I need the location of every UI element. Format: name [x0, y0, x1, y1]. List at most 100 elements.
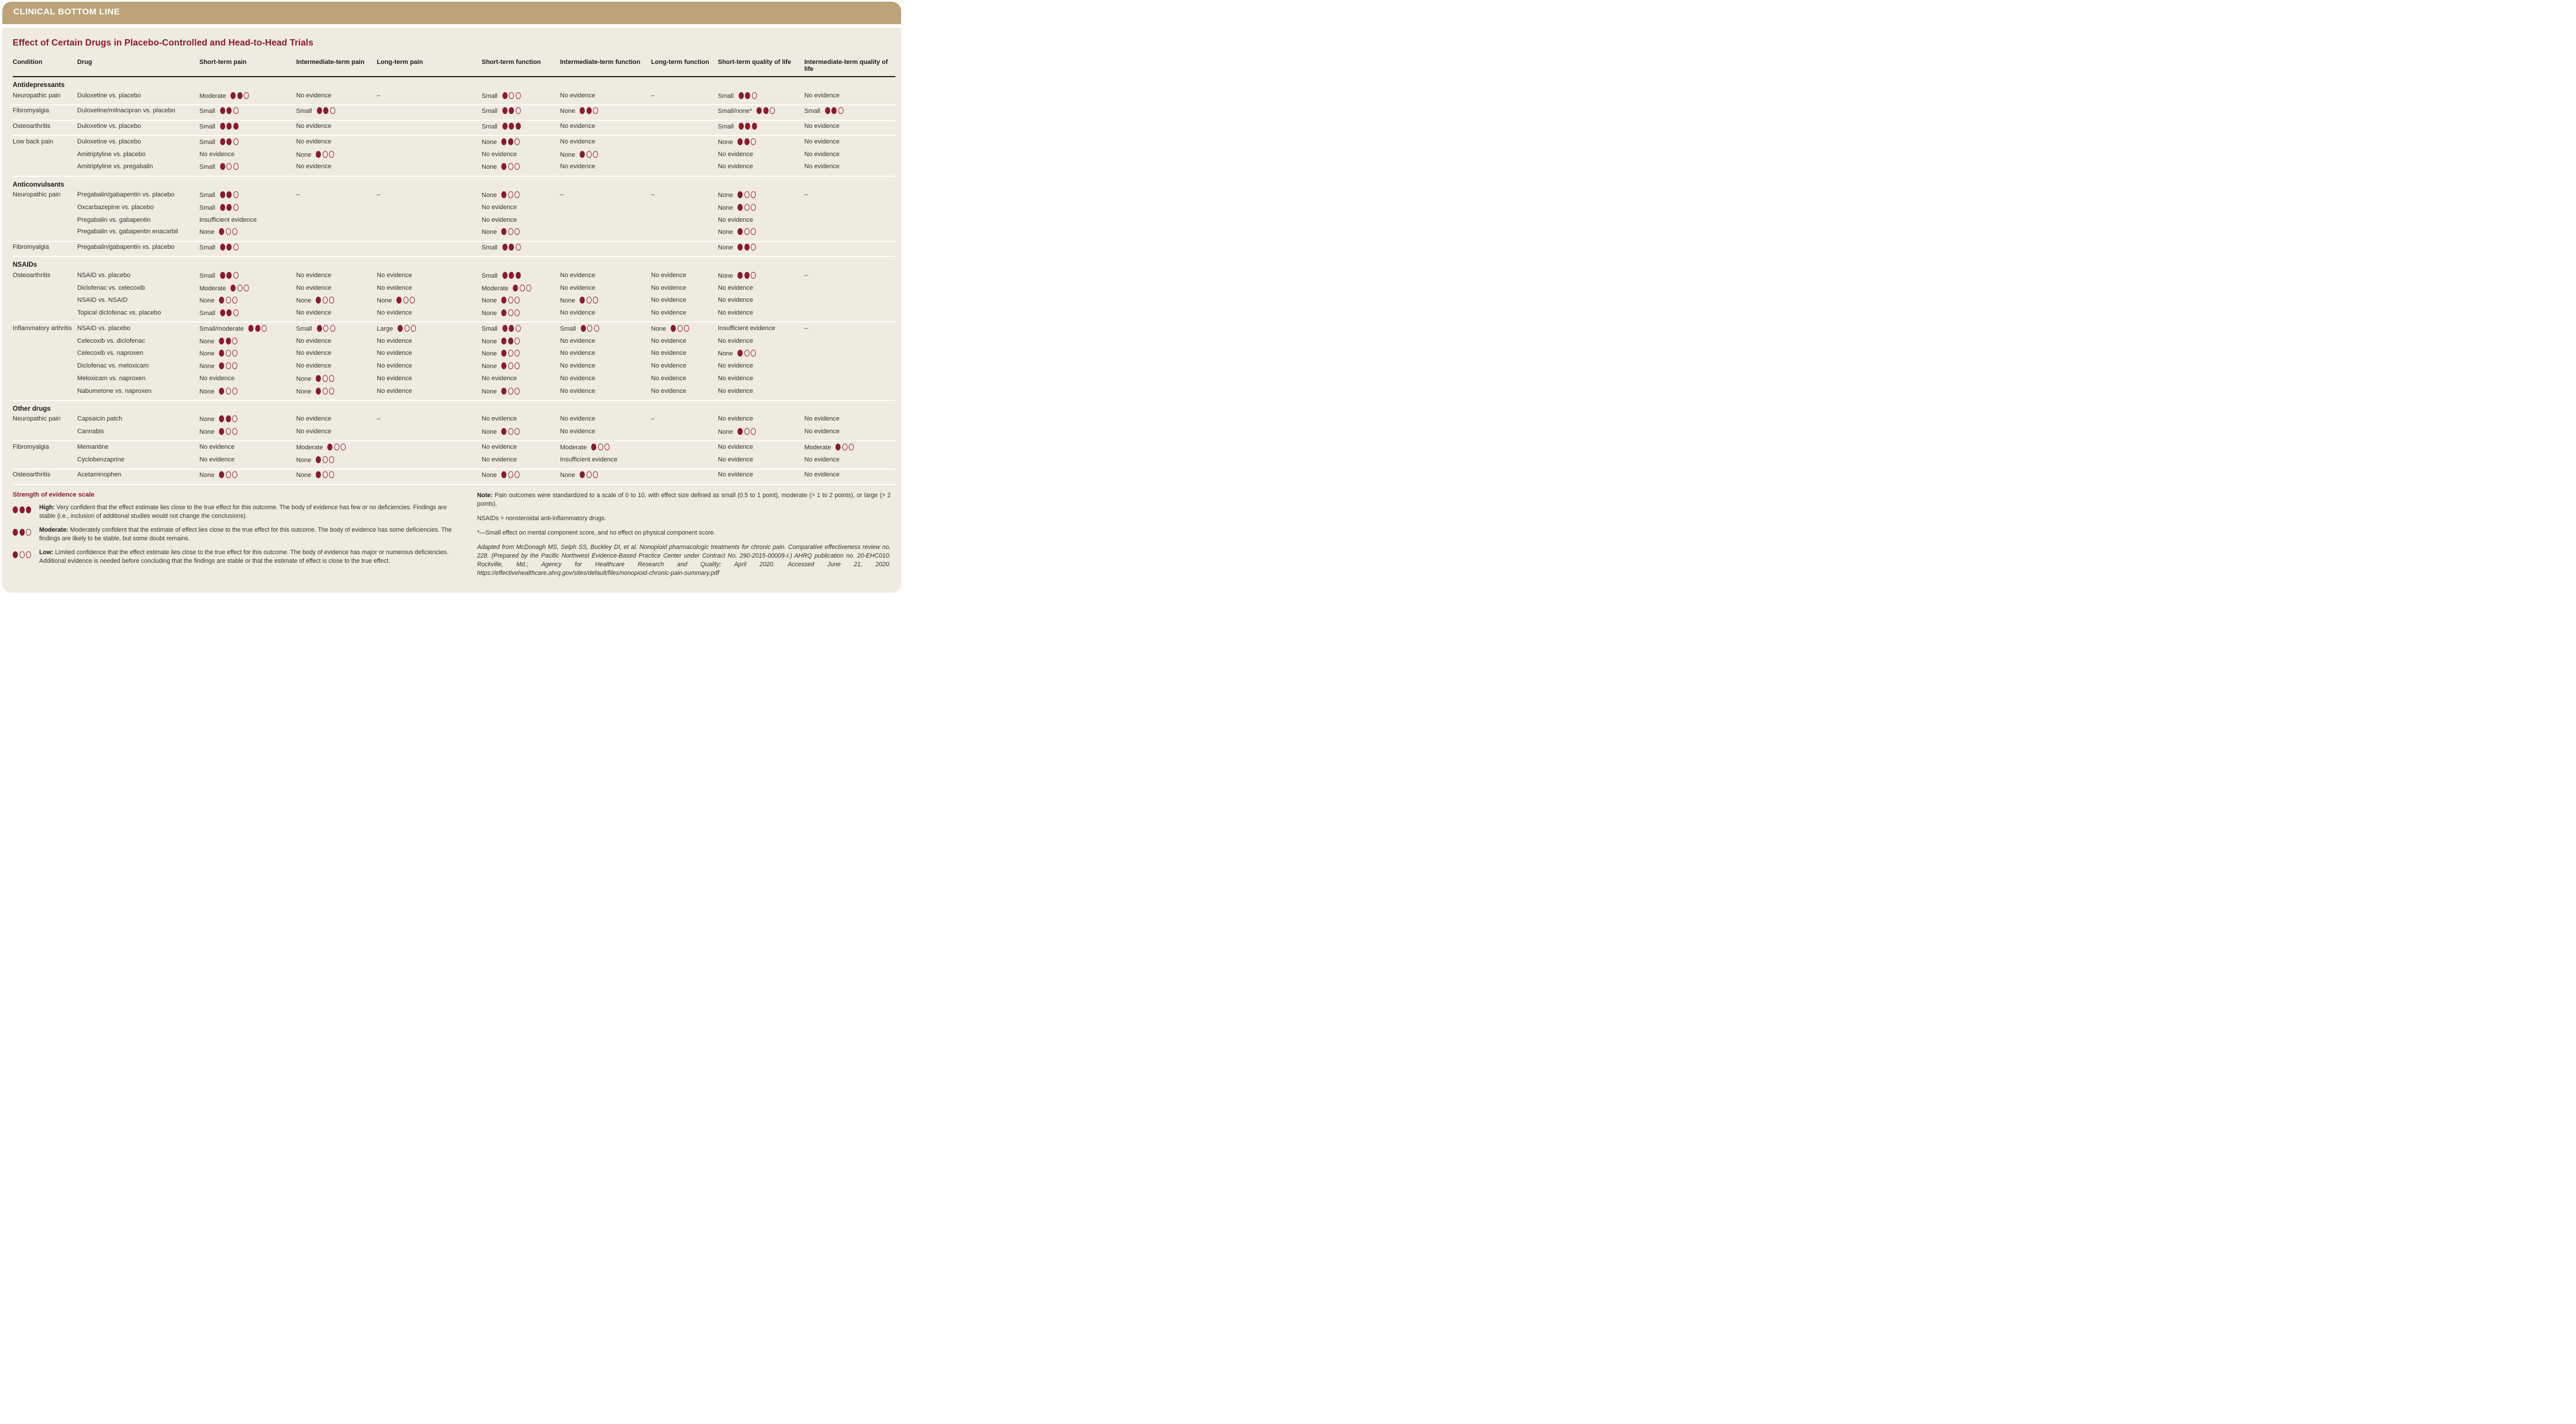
cell-outcome	[651, 426, 718, 442]
table-row: Diclofenac vs. meloxicam None No evidence N…	[13, 361, 895, 373]
cell-outcome: No evidence	[560, 90, 651, 105]
cell-condition: Osteoarthritis	[13, 468, 77, 485]
page-title: Effect of Certain Drugs in Placebo-Contr…	[13, 38, 313, 48]
cell-outcome: No evidence	[718, 161, 804, 177]
outcome-label: No evidence	[804, 163, 840, 171]
filled-dot-icon	[744, 271, 750, 279]
evidence-dots	[13, 506, 31, 513]
outcome-label: None	[296, 472, 312, 479]
filled-dot-icon	[671, 324, 676, 332]
filled-dot-icon	[219, 471, 225, 479]
outcome-label: No evidence	[718, 443, 754, 450]
cell-outcome: No evidence	[651, 361, 718, 373]
filled-dot-icon	[323, 107, 329, 115]
filled-dot-icon	[226, 191, 232, 198]
outcome-label: None	[718, 244, 733, 251]
filled-dot-icon	[248, 324, 254, 332]
filled-dot-icon	[751, 123, 757, 130]
outcome-label: None	[199, 472, 215, 479]
evidence-dots	[580, 297, 599, 304]
outcome-label: Moderate	[296, 444, 323, 451]
empty-dot-icon	[232, 362, 238, 369]
empty-dot-icon	[411, 324, 417, 332]
filled-dot-icon	[515, 271, 521, 279]
empty-dot-icon	[225, 297, 231, 304]
table-row: Osteoarthritis Acetaminophen None None None N…	[13, 468, 895, 485]
clinical-bottom-line-card: CLINICAL BOTTOM LINE Effect of Certain D…	[2, 2, 901, 593]
cell-outcome: None	[199, 468, 296, 485]
table-row: Diclofenac vs. celecoxib Moderate No evide…	[13, 282, 895, 295]
filled-dot-icon	[738, 92, 744, 99]
cell-outcome: Small	[482, 270, 560, 282]
empty-dot-icon	[410, 297, 415, 304]
evidence-dots	[501, 191, 520, 198]
outcome-label: None	[296, 375, 312, 382]
empty-dot-icon	[604, 443, 610, 450]
table-row: Fibromyalgia Memantine No evidence Moderate…	[13, 441, 895, 454]
filled-dot-icon	[763, 107, 769, 115]
cell-outcome: Small	[199, 190, 296, 202]
filled-dot-icon	[501, 350, 507, 357]
cell-outcome: No evidence	[482, 202, 560, 214]
cell-condition: Osteoarthritis	[13, 271, 51, 279]
cell-outcome	[377, 149, 482, 161]
cell-outcome: No evidence	[718, 454, 804, 469]
outcome-label: Small	[199, 138, 215, 146]
filled-dot-icon	[225, 415, 231, 423]
cell-drug: Pregabalin vs. gabapentin	[77, 216, 151, 224]
outcome-label: Insufficient evidence	[199, 216, 257, 224]
column-header: Intermediate-term quality of life	[804, 56, 895, 77]
filled-dot-icon	[502, 324, 508, 332]
empty-dot-icon	[322, 297, 328, 304]
legend-title: Strength of evidence scale	[13, 491, 94, 498]
empty-dot-icon	[329, 374, 335, 382]
filled-dot-icon	[219, 337, 225, 344]
legend-item: High: Very confident that the effect est…	[13, 503, 457, 521]
cell-outcome	[651, 161, 718, 177]
empty-dot-icon	[508, 191, 513, 198]
empty-dot-icon	[322, 471, 328, 479]
empty-dot-icon	[515, 362, 520, 369]
outcome-label: No evidence	[651, 297, 687, 304]
filled-dot-icon	[501, 362, 507, 369]
column-header: Short-term function	[482, 56, 560, 77]
table-row: Fibromyalgia Pregabalin/gabapentin vs. pl…	[13, 241, 895, 257]
cell-outcome: No evidence	[804, 454, 895, 469]
empty-dot-icon	[770, 107, 776, 115]
cell-outcome	[296, 241, 377, 257]
cell-outcome	[296, 226, 377, 242]
table-row: Amitriptyline vs. pregabalin Small No evid…	[13, 161, 895, 177]
outcome-label: No evidence	[296, 415, 332, 423]
cell-outcome: No evidence	[482, 373, 560, 385]
empty-dot-icon	[330, 107, 335, 115]
table-row: Nabumetone vs. naproxen None None No eviden…	[13, 385, 895, 401]
cell-outcome	[377, 120, 482, 137]
outcome-label: None	[482, 229, 497, 236]
filled-dot-icon	[316, 471, 321, 479]
outcome-label: None	[560, 108, 576, 115]
cell-outcome: No evidence	[199, 454, 296, 469]
outcome-label: None	[482, 363, 497, 370]
legend-item: Low: Limited confidence that the effect …	[13, 548, 457, 566]
empty-dot-icon	[508, 471, 513, 479]
filled-dot-icon	[501, 387, 507, 395]
column-header: Intermediate-term pain	[296, 56, 377, 77]
outcome-label: None	[199, 416, 215, 423]
filled-dot-icon	[226, 107, 232, 115]
evidence-dots	[220, 203, 239, 211]
cell-condition	[13, 361, 77, 373]
cell-outcome: Moderate	[199, 90, 296, 105]
empty-dot-icon	[262, 324, 267, 332]
filled-dot-icon	[737, 271, 743, 279]
cell-outcome: No evidence	[560, 426, 651, 442]
column-header: Long-term pain	[377, 56, 482, 77]
filled-dot-icon	[502, 107, 508, 115]
evidence-dots	[219, 350, 238, 357]
filled-dot-icon	[501, 163, 507, 171]
filled-dot-icon	[501, 297, 507, 304]
outcome-label: No evidence	[377, 374, 413, 382]
cell-outcome: None	[296, 149, 377, 161]
outcome-label: None	[482, 164, 497, 171]
cell-outcome: No evidence	[560, 373, 651, 385]
empty-dot-icon	[593, 297, 599, 304]
